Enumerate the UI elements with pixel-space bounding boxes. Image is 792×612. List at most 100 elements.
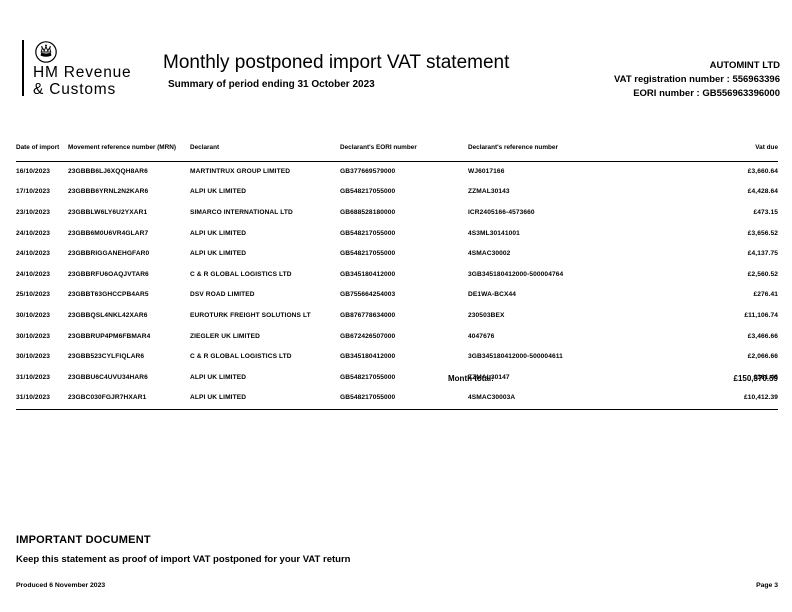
cell-declarant-eori: GB876778634000 <box>340 312 396 320</box>
month-total-section: Month total: £150,370.59 <box>448 368 778 383</box>
cell-declarant-reference: 4SMAC30002 <box>468 250 511 258</box>
cell-declarant-reference: ZZMAL30143 <box>468 188 510 196</box>
cell-date-of-import: 24/10/2023 <box>16 229 51 237</box>
table-row: 24/10/2023 23GBBRFU6OAQJVTAR6 C & R GLOBAL… <box>16 265 778 286</box>
table-row: 30/10/2023 23GBBRUP4PM6FBMAR4 ZIEGLER UK L… <box>16 326 778 347</box>
cell-declarant-reference: 3GB345180412000-500004611 <box>468 353 563 361</box>
cell-vat-due: £2,560.52 <box>747 270 778 278</box>
cell-declarant-eori: GB548217055000 <box>340 188 396 196</box>
cell-declarant: ALPI UK LIMITED <box>190 188 247 196</box>
table-row: 31/10/2023 23GBBU6C4UVU34HAR6 ALPI UK LIMI… <box>16 368 778 389</box>
page-subtitle: Summary of period ending 31 October 2023 <box>168 79 375 90</box>
column-header-mrn: Movement reference number (MRN) <box>68 144 176 151</box>
title-block: Monthly postponed import VAT statement S… <box>163 52 509 91</box>
cell-declarant-eori: GB345180412000 <box>340 353 396 361</box>
cell-mrn: 23GBBU6C4UVU34HAR6 <box>68 373 148 381</box>
cell-date-of-import: 31/10/2023 <box>16 394 51 402</box>
cell-mrn: 23GBBRFU6OAQJVTAR6 <box>68 270 149 278</box>
cell-declarant: DSV ROAD LIMITED <box>190 291 255 299</box>
cell-declarant: ALPI UK LIMITED <box>190 373 247 381</box>
hmrc-logo: HM Revenue & Customs <box>22 40 131 98</box>
column-header-declarant-reference: Declarant's reference number <box>468 144 558 151</box>
important-document-text: Keep this statement as proof of import V… <box>16 554 351 565</box>
cell-declarant-eori: GB548217055000 <box>340 229 396 237</box>
cell-declarant: MARTINTRUX GROUP LIMITED <box>190 167 291 175</box>
cell-mrn: 23GBBRIGGANEHGFAR0 <box>68 250 150 258</box>
table-row: 24/10/2023 23GBB6M0U6VR4GLAR7 ALPI UK LIMI… <box>16 223 778 244</box>
cell-declarant-eori: GB548217055000 <box>340 373 396 381</box>
cell-mrn: 23GBBB6LJ6XQQH8AR6 <box>68 167 148 175</box>
party-eori-number: EORI number : GB556963396000 <box>633 88 780 99</box>
cell-declarant-reference: 3GB345180412000-500004764 <box>468 270 564 278</box>
cell-date-of-import: 25/10/2023 <box>16 291 51 299</box>
cell-declarant-reference: 230503BEX <box>468 312 505 320</box>
month-total-label: Month total: <box>448 374 494 383</box>
cell-vat-due: £2,066.66 <box>747 353 778 361</box>
cell-declarant: ZIEGLER UK LIMITED <box>190 332 260 340</box>
cell-declarant: C & R GLOBAL LOGISTICS LTD <box>190 353 292 361</box>
table-row: 23/10/2023 23GBBLW6LY6U2YXAR1 SIMARCO INTE… <box>16 203 778 224</box>
logo-divider-rule <box>22 40 24 96</box>
table-header-row: Date of import Movement reference number… <box>16 144 778 162</box>
cell-declarant: ALPI UK LIMITED <box>190 250 247 258</box>
column-header-declarant: Declarant <box>190 144 220 151</box>
page-title: Monthly postponed import VAT statement <box>163 52 510 73</box>
cell-declarant-reference: ZZMAL30147 <box>468 373 510 381</box>
cell-vat-due: £4,137.75 <box>747 250 778 258</box>
party-name: AUTOMINT LTD <box>709 60 780 71</box>
cell-vat-due: £361.46 <box>753 373 778 381</box>
cell-declarant-reference: DE1WA-BCX44 <box>468 291 516 299</box>
cell-vat-due: £3,660.64 <box>747 167 778 175</box>
cell-mrn: 23GBB6M0U6VR4GLAR7 <box>68 229 149 237</box>
cell-date-of-import: 24/10/2023 <box>16 270 51 278</box>
table-head: Date of import Movement reference number… <box>16 144 778 162</box>
month-total-value: £150,370.59 <box>733 374 779 383</box>
hmrc-crown-icon <box>35 41 57 63</box>
party-vat-registration: VAT registration number : 556963396 <box>614 74 780 85</box>
cell-declarant: ALPI UK LIMITED <box>190 229 247 237</box>
cell-mrn: 23GBBQSL4NKL42XAR6 <box>68 312 148 320</box>
table-row: 17/10/2023 23GBBB6YRNL2N2KAR6 ALPI UK LIMI… <box>16 182 778 203</box>
column-header-declarant-eori: Declarant's EORI number <box>340 144 417 151</box>
footer-meta-row: Produced 6 November 2023 Page 3 <box>16 582 778 589</box>
cell-declarant: EUROTURK FREIGHT SOLUTIONS LT <box>190 312 311 320</box>
cell-declarant: ALPI UK LIMITED <box>190 394 247 402</box>
party-details: AUTOMINT LTD VAT registration number : 5… <box>614 59 780 101</box>
cell-date-of-import: 31/10/2023 <box>16 373 51 381</box>
cell-date-of-import: 23/10/2023 <box>16 209 51 217</box>
document-header: HM Revenue & Customs Monthly postponed i… <box>0 34 792 112</box>
cell-vat-due: £11,106.74 <box>744 312 778 320</box>
cell-declarant-reference: WJ6017166 <box>468 167 505 175</box>
month-total-row: Month total: £150,370.59 <box>448 368 778 383</box>
cell-vat-due: £4,428.64 <box>747 188 778 196</box>
statement-table-wrap: Date of import Movement reference number… <box>16 144 778 410</box>
table-row: 30/10/2023 23GBB523CYLFIQLAR6 C & R GLOBAL… <box>16 347 778 368</box>
cell-declarant-reference: 4S3ML30141001 <box>468 229 520 237</box>
important-document-title: IMPORTANT DOCUMENT <box>16 534 151 546</box>
page-number: Page 3 <box>756 582 778 589</box>
cell-declarant-eori: GB548217055000 <box>340 250 396 258</box>
cell-date-of-import: 24/10/2023 <box>16 250 51 258</box>
cell-date-of-import: 16/10/2023 <box>16 167 51 175</box>
table-row: 30/10/2023 23GBBQSL4NKL42XAR6 EUROTURK FRE… <box>16 306 778 327</box>
cell-mrn: 23GBBB6YRNL2N2KAR6 <box>68 188 149 196</box>
table-body: 16/10/2023 23GBBB6LJ6XQQH8AR6 MARTINTRUX G… <box>16 161 778 409</box>
document-footer: IMPORTANT DOCUMENT Keep this statement a… <box>16 533 778 589</box>
statement-table: Date of import Movement reference number… <box>16 144 778 409</box>
cell-date-of-import: 30/10/2023 <box>16 312 51 320</box>
cell-declarant-eori: GB548217055000 <box>340 394 396 402</box>
cell-mrn: 23GBBLW6LY6U2YXAR1 <box>68 209 148 217</box>
cell-declarant-eori: GB688528180000 <box>340 209 396 217</box>
cell-date-of-import: 30/10/2023 <box>16 332 51 340</box>
column-header-date-of-import: Date of import <box>16 144 60 151</box>
table-row: 25/10/2023 23GBBT63GHCCPB4AR5 DSV ROAD LIM… <box>16 285 778 306</box>
table-row: 24/10/2023 23GBBRIGGANEHGFAR0 ALPI UK LIMI… <box>16 244 778 265</box>
table-row: 16/10/2023 23GBBB6LJ6XQQH8AR6 MARTINTRUX G… <box>16 161 778 182</box>
produced-date: Produced 6 November 2023 <box>16 582 106 589</box>
table-row: 31/10/2023 23GBC030FGJR7HXAR1 ALPI UK LIMI… <box>16 388 778 409</box>
cell-vat-due: £3,466.66 <box>747 332 778 340</box>
table-bottom-rule <box>16 408 778 410</box>
cell-declarant: SIMARCO INTERNATIONAL LTD <box>190 209 293 217</box>
cell-declarant-eori: GB755664254003 <box>340 291 396 299</box>
